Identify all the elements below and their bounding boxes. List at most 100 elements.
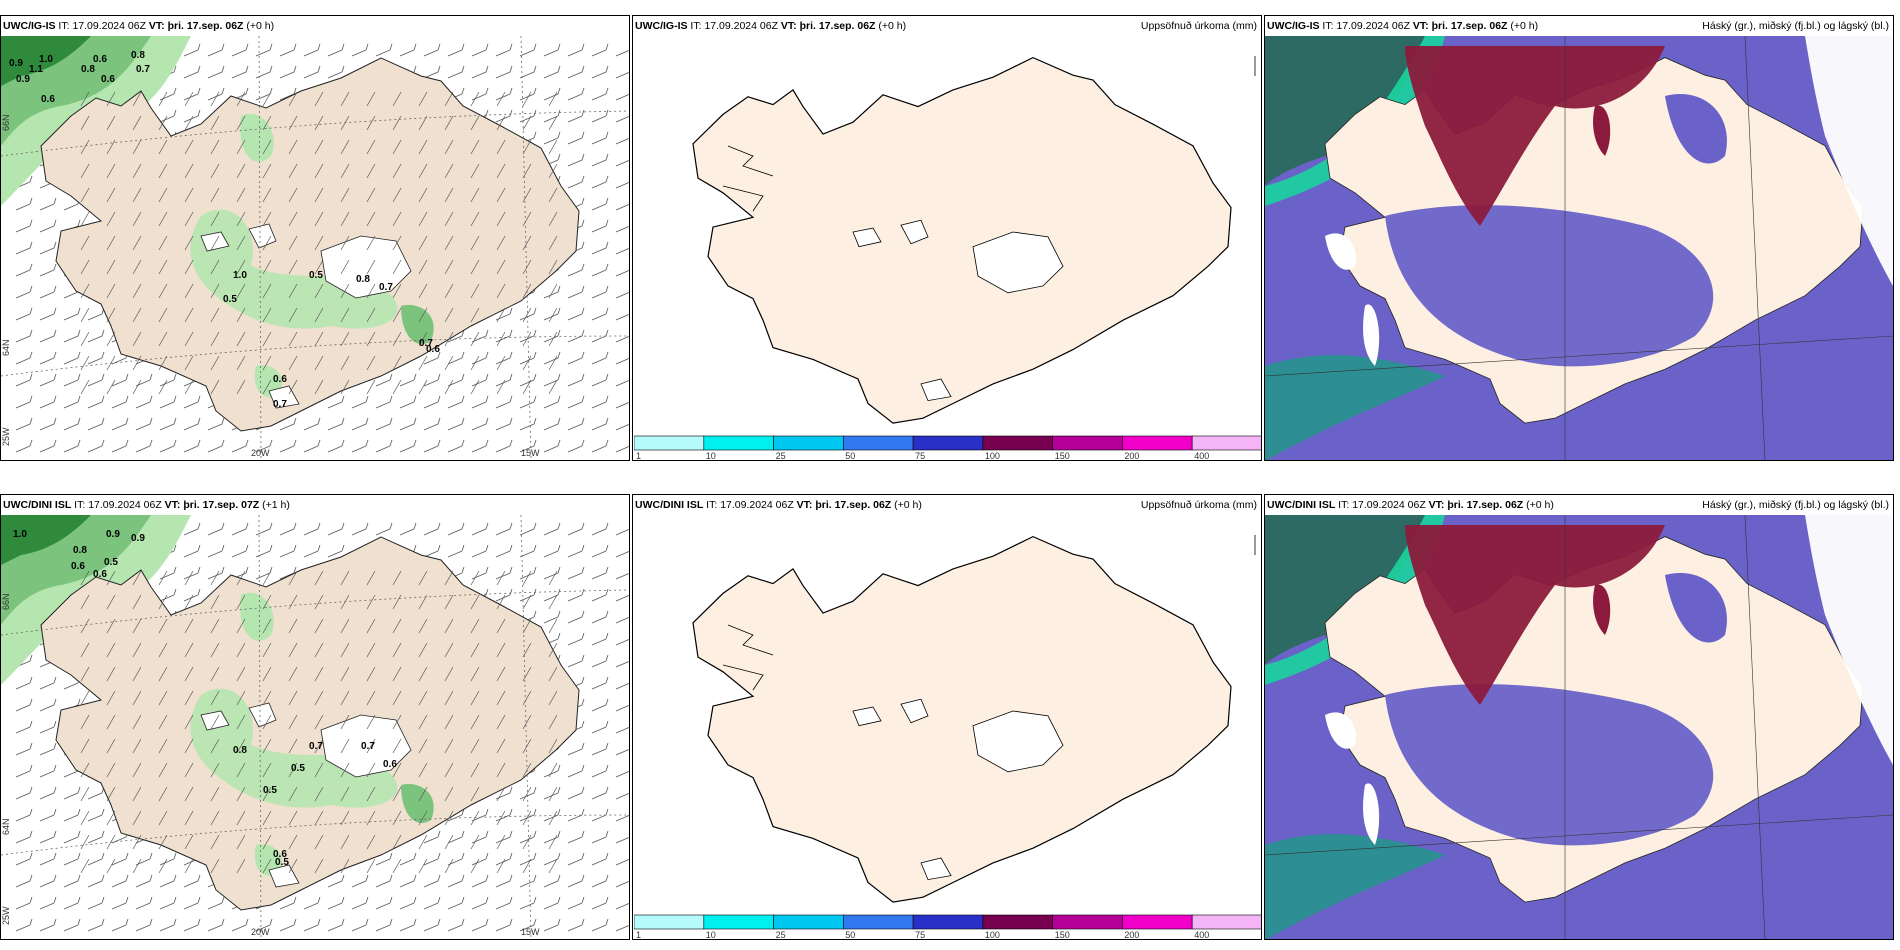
glacier	[268, 864, 300, 888]
wind-barb	[591, 742, 609, 756]
wind-barb	[39, 720, 57, 734]
wind-barb	[340, 786, 350, 802]
wind-barb	[106, 283, 116, 299]
wind-barb	[15, 676, 33, 690]
wind-barb	[567, 175, 585, 189]
wind-barb	[567, 522, 585, 536]
wind-barb	[207, 918, 225, 932]
wind-barb	[496, 570, 506, 586]
wind-barb	[615, 423, 629, 431]
wind-barb	[366, 714, 376, 730]
wind-barb	[444, 858, 454, 874]
wind-barb	[522, 666, 532, 682]
wind-barb	[543, 544, 561, 558]
wind-barb	[132, 91, 142, 107]
wind-barb	[39, 219, 57, 233]
wind-barb	[444, 235, 454, 251]
wind-barb	[262, 91, 272, 107]
panel-header: UWC/DINI ISL IT: 17.09.2024 06Z VT: þri.…	[1265, 495, 1893, 515]
precip-value-label: 0.6	[101, 74, 115, 85]
wind-barb	[444, 307, 454, 323]
wind-barb	[548, 858, 558, 874]
wind-barb	[392, 786, 402, 802]
cloud-panel-1: UWC/IG-IS IT: 17.09.2024 06Z VT: þri. 17…	[1264, 15, 1894, 461]
wind-barb	[262, 187, 272, 203]
wind-barb	[447, 351, 465, 365]
wind-barb	[423, 395, 441, 409]
wind-barb	[615, 616, 629, 624]
wind-barb	[399, 373, 417, 387]
wind-barb	[366, 283, 376, 299]
wind-barb	[522, 714, 532, 730]
wind-barb	[366, 235, 376, 251]
colorbar-swatch	[912, 435, 984, 451]
wind-barb	[80, 115, 90, 131]
wind-barb	[15, 830, 33, 844]
wind-barb	[87, 439, 105, 453]
wind-barb	[470, 355, 480, 371]
wind-barb	[591, 373, 609, 387]
wind-barb	[106, 642, 116, 658]
wind-barb	[471, 417, 489, 431]
wind-barb	[366, 666, 376, 682]
precip-value-label: 0.7	[379, 282, 393, 293]
wind-barb	[327, 522, 345, 536]
wind-barb	[15, 720, 33, 734]
wind-barb	[418, 211, 428, 227]
glacier	[852, 227, 882, 248]
wind-barb	[615, 682, 629, 690]
wind-barb	[106, 786, 116, 802]
precip-map	[692, 535, 1256, 903]
wind-barb	[288, 235, 298, 251]
wind-barb	[262, 786, 272, 802]
wind-barb	[279, 896, 297, 910]
wind-barb	[15, 918, 33, 932]
wind-barb	[303, 896, 321, 910]
wind-barb	[615, 836, 629, 844]
wind-barb	[111, 918, 129, 932]
colorbar-swatch	[1191, 435, 1261, 451]
precip-value-label: 0.8	[356, 274, 370, 285]
wind-barb	[351, 395, 369, 409]
wind-barb	[567, 329, 585, 343]
wind-barb	[375, 896, 393, 910]
wind-barb	[470, 858, 480, 874]
colorbar-swatch	[634, 914, 705, 930]
wind-barb	[340, 187, 350, 203]
wind-barb	[158, 235, 168, 251]
wind-barb	[567, 786, 585, 800]
wind-barb	[111, 373, 129, 387]
longitude-label: 25W	[1, 427, 11, 446]
wind-barb	[615, 792, 629, 800]
wind-barb	[615, 93, 629, 101]
wind-barb	[496, 714, 506, 730]
wind-barb	[496, 283, 506, 299]
wind-barb	[591, 830, 609, 844]
wind-barb	[366, 307, 376, 323]
wind-barb	[615, 445, 629, 453]
wind-barb	[375, 417, 393, 431]
wind-barb	[567, 373, 585, 387]
wind-barb	[106, 690, 116, 706]
wind-barb	[288, 642, 298, 658]
wind-barb	[288, 379, 298, 395]
precip-value-label: 0.5	[309, 270, 323, 281]
wind-barb	[255, 439, 273, 453]
wind-barb	[519, 439, 537, 453]
wind-barb	[543, 131, 561, 145]
wind-barb	[392, 642, 402, 658]
wind-barb	[351, 874, 369, 888]
wind-barb	[207, 566, 225, 580]
wind-barb	[615, 225, 629, 233]
wind-barb	[314, 738, 324, 754]
wind-barb	[39, 263, 57, 277]
wind-barb	[106, 307, 116, 323]
wind-barb	[375, 373, 393, 387]
wind-barb	[615, 858, 629, 866]
wind-barb	[444, 594, 454, 610]
precip-value-label: 0.6	[41, 94, 55, 105]
wind-barb	[548, 618, 558, 634]
wind-barb	[543, 439, 561, 453]
wind-barb	[591, 720, 609, 734]
